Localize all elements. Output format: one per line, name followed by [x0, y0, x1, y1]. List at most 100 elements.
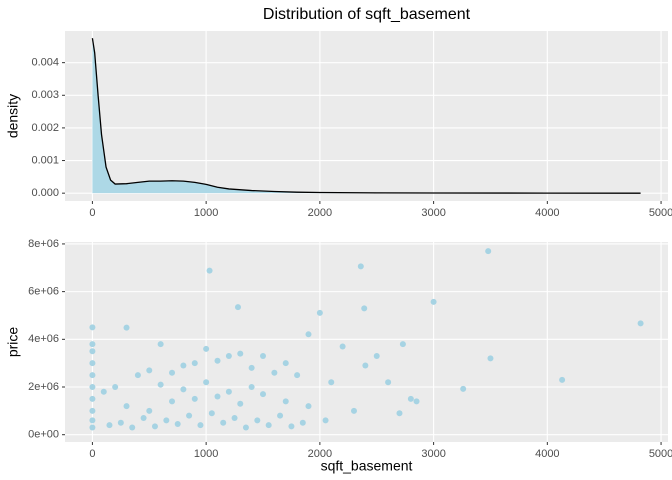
- point: [208, 410, 215, 417]
- point: [191, 395, 198, 402]
- point: [89, 417, 96, 424]
- point: [288, 423, 295, 430]
- point: [254, 417, 261, 424]
- point: [146, 407, 153, 414]
- point: [89, 384, 96, 391]
- point: [106, 422, 113, 429]
- x-tick-label: 2000: [308, 448, 332, 460]
- y-tick-label: 0.000: [31, 187, 59, 199]
- panel: [65, 242, 668, 442]
- point: [89, 341, 96, 348]
- point: [305, 403, 312, 410]
- density-line: [91, 38, 641, 194]
- panel: [65, 31, 668, 201]
- x-tick-label: 1000: [194, 448, 218, 460]
- point: [248, 364, 255, 371]
- point: [260, 391, 267, 398]
- point: [407, 395, 414, 402]
- point: [134, 372, 141, 379]
- point: [294, 372, 301, 379]
- y-tick-label: 4e+06: [28, 333, 59, 345]
- point: [174, 420, 181, 427]
- point: [100, 388, 107, 395]
- point: [203, 345, 210, 352]
- x-tick-label: 2000: [308, 207, 332, 219]
- y-tick-label: 0e+00: [28, 429, 59, 441]
- point: [151, 423, 158, 430]
- point: [385, 379, 392, 386]
- point: [234, 304, 241, 311]
- y-tick-label: 0.002: [31, 122, 59, 134]
- y-tick-label: 0.001: [31, 154, 59, 166]
- x-tick-label: 3000: [421, 207, 445, 219]
- point: [396, 410, 403, 417]
- point: [169, 369, 176, 376]
- x-tick-label: 5000: [649, 448, 672, 460]
- x-tick-label: 1000: [194, 207, 218, 219]
- point: [485, 248, 492, 255]
- point: [117, 419, 124, 426]
- chart-title: Distribution of sqft_basement: [263, 6, 471, 23]
- point: [197, 422, 204, 429]
- point: [339, 343, 346, 350]
- x-tick-label: 4000: [535, 207, 559, 219]
- point: [89, 395, 96, 402]
- point: [637, 320, 644, 327]
- x-tick-label: 3000: [421, 448, 445, 460]
- point: [248, 384, 255, 391]
- point: [362, 362, 369, 369]
- point: [350, 407, 357, 414]
- point: [282, 360, 289, 367]
- point: [186, 412, 193, 419]
- point: [112, 384, 119, 391]
- point: [361, 305, 368, 312]
- point: [214, 393, 221, 400]
- point: [89, 407, 96, 414]
- x-tick-label: 5000: [649, 207, 672, 219]
- point: [146, 367, 153, 374]
- point: [357, 263, 364, 270]
- point: [169, 398, 176, 405]
- point: [214, 357, 221, 364]
- y-tick-label: 0.004: [31, 57, 59, 69]
- point: [242, 424, 249, 431]
- point: [487, 355, 494, 362]
- point: [265, 422, 272, 429]
- point: [206, 267, 213, 274]
- point: [89, 360, 96, 367]
- point: [140, 415, 147, 422]
- point: [123, 324, 130, 331]
- point: [89, 324, 96, 331]
- point: [282, 398, 289, 405]
- point: [180, 386, 187, 393]
- point: [277, 412, 284, 419]
- point: [430, 298, 437, 305]
- y-tick-label: 8e+06: [28, 238, 59, 250]
- point: [220, 419, 227, 426]
- point: [163, 417, 170, 424]
- point: [157, 381, 164, 388]
- x-axis-title: sqft_basement: [321, 458, 413, 474]
- point: [203, 379, 210, 386]
- y-tick-label: 2e+06: [28, 381, 59, 393]
- point: [180, 362, 187, 369]
- point: [89, 348, 96, 355]
- y-axis-title: price: [5, 327, 21, 358]
- point: [305, 331, 312, 338]
- y-tick-label: 0.003: [31, 89, 59, 101]
- point: [225, 388, 232, 395]
- point: [123, 403, 130, 410]
- point: [328, 379, 335, 386]
- point: [413, 398, 420, 405]
- x-tick-label: 4000: [535, 448, 559, 460]
- point: [271, 369, 278, 376]
- point: [322, 417, 329, 424]
- point: [129, 424, 136, 431]
- point: [157, 341, 164, 348]
- point: [299, 419, 306, 426]
- x-tick-label: 0: [89, 207, 95, 219]
- point: [460, 385, 467, 392]
- point: [373, 353, 380, 360]
- point: [231, 415, 238, 422]
